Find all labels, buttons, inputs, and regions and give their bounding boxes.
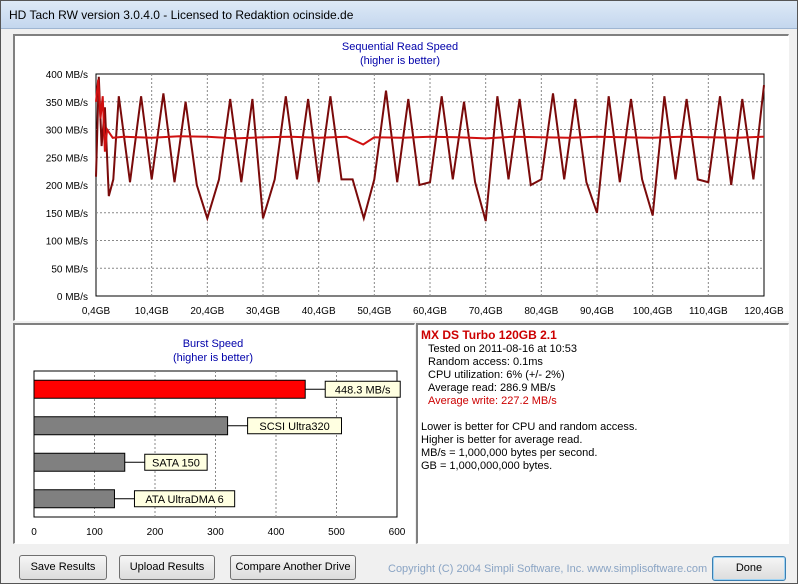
burst-x-tick-label: 500 <box>328 527 345 538</box>
results-info-panel: MX DS Turbo 120GB 2.1 Tested on 2011-08-… <box>416 323 789 544</box>
write-speed-line <box>95 76 765 223</box>
burst-bar <box>33 379 306 399</box>
seq-y-tick-label: 400 MB/s <box>46 70 88 81</box>
seq-x-tick-label: 10,4GB <box>135 306 169 317</box>
average-read: Average read: 286.9 MB/s <box>428 382 556 394</box>
compare-another-drive-button[interactable]: Compare Another Drive <box>230 555 356 580</box>
seq-chart-subtitle: (higher is better) <box>360 55 440 67</box>
burst-bars: 448.3 MB/s SCSI Ultra320 SATA 150 ATA Ultra… <box>33 379 401 509</box>
seq-x-tick-label: 90,4GB <box>580 306 614 317</box>
burst-x-tick-label: 300 <box>207 527 224 538</box>
done-button[interactable]: Done <box>712 556 786 581</box>
note-gb: GB = 1,000,000,000 bytes. <box>421 460 553 472</box>
burst-x-axis: 0 100 200 300 400 500 600 <box>31 527 406 538</box>
burst-bar <box>33 489 115 509</box>
burst-x-tick-label: 100 <box>86 527 103 538</box>
burst-x-tick-label: 600 <box>389 527 406 538</box>
burst-bar-label: SATA 150 <box>152 457 200 469</box>
seq-x-tick-label: 60,4GB <box>413 306 447 317</box>
seq-y-tick-label: 150 MB/s <box>46 209 88 220</box>
seq-y-tick-label: 300 MB/s <box>46 126 88 137</box>
burst-chart-subtitle: (higher is better) <box>173 352 253 364</box>
burst-bar-label: ATA UltraDMA 6 <box>145 494 223 506</box>
sequential-read-panel: Sequential Read Speed (higher is better)… <box>13 34 789 321</box>
seq-x-tick-label: 70,4GB <box>469 306 503 317</box>
note-read: Higher is better for average read. <box>421 434 583 446</box>
seq-y-tick-label: 350 MB/s <box>46 98 88 109</box>
copyright-text: Copyright (C) 2004 Simpli Software, Inc.… <box>388 563 708 575</box>
burst-x-tick-label: 200 <box>147 527 164 538</box>
save-results-button[interactable]: Save Results <box>19 555 107 580</box>
burst-x-tick-label: 400 <box>268 527 285 538</box>
burst-bar-label: SCSI Ultra320 <box>259 421 329 433</box>
seq-x-tick-label: 50,4GB <box>357 306 391 317</box>
burst-bar-label: 448.3 MB/s <box>335 384 391 396</box>
random-access: Random access: 0.1ms <box>428 356 543 368</box>
sequential-read-chart: Sequential Read Speed (higher is better)… <box>46 41 784 317</box>
seq-y-tick-label: 100 MB/s <box>46 237 88 248</box>
seq-y-tick-label: 50 MB/s <box>51 264 88 275</box>
seq-x-tick-label: 40,4GB <box>302 306 336 317</box>
seq-chart-title: Sequential Read Speed <box>342 41 458 53</box>
seq-x-tick-label: 20,4GB <box>190 306 224 317</box>
tested-on: Tested on 2011-08-16 at 10:53 <box>428 343 578 355</box>
seq-x-tick-label: 30,4GB <box>246 306 280 317</box>
seq-grid <box>95 73 765 297</box>
burst-bar <box>33 416 229 436</box>
seq-y-tick-label: 0 MB/s <box>57 292 88 303</box>
burst-bar <box>33 452 126 472</box>
seq-x-axis: 0,4GB 10,4GB 20,4GB 30,4GB 40,4GB 50,4GB 60,4G… <box>82 306 784 317</box>
seq-x-tick-label: 100,4GB <box>633 306 673 317</box>
cpu-utilization: CPU utilization: 6% (+/- 2%) <box>428 369 565 381</box>
seq-y-tick-label: 200 MB/s <box>46 181 88 192</box>
window-title: HD Tach RW version 3.0.4.0 - Licensed to… <box>9 8 354 22</box>
seq-x-tick-label: 80,4GB <box>524 306 558 317</box>
note-mbs: MB/s = 1,000,000 bytes per second. <box>421 447 598 459</box>
seq-x-tick-label: 0,4GB <box>82 306 111 317</box>
note-cpu: Lower is better for CPU and random acces… <box>421 421 638 433</box>
burst-x-tick-label: 0 <box>31 527 37 538</box>
seq-series <box>95 76 765 223</box>
burst-speed-chart: Burst Speed (higher is better) 448.3 MB/… <box>31 338 406 538</box>
seq-y-tick-label: 250 MB/s <box>46 153 88 164</box>
seq-x-tick-label: 110,4GB <box>689 306 728 317</box>
average-write: Average write: 227.2 MB/s <box>428 395 557 407</box>
burst-speed-panel: Burst Speed (higher is better) 448.3 MB/… <box>13 323 415 544</box>
seq-y-axis: 400 MB/s 350 MB/s 300 MB/s 250 MB/s 200 MB/s… <box>46 70 88 303</box>
drive-name: MX DS Turbo 120GB 2.1 <box>421 328 557 342</box>
read-speed-line <box>95 79 765 152</box>
seq-x-tick-label: 120,4GB <box>744 306 784 317</box>
title-bar[interactable]: HD Tach RW version 3.0.4.0 - Licensed to… <box>1 1 797 29</box>
burst-chart-title: Burst Speed <box>183 338 244 350</box>
upload-results-button[interactable]: Upload Results <box>119 555 215 580</box>
